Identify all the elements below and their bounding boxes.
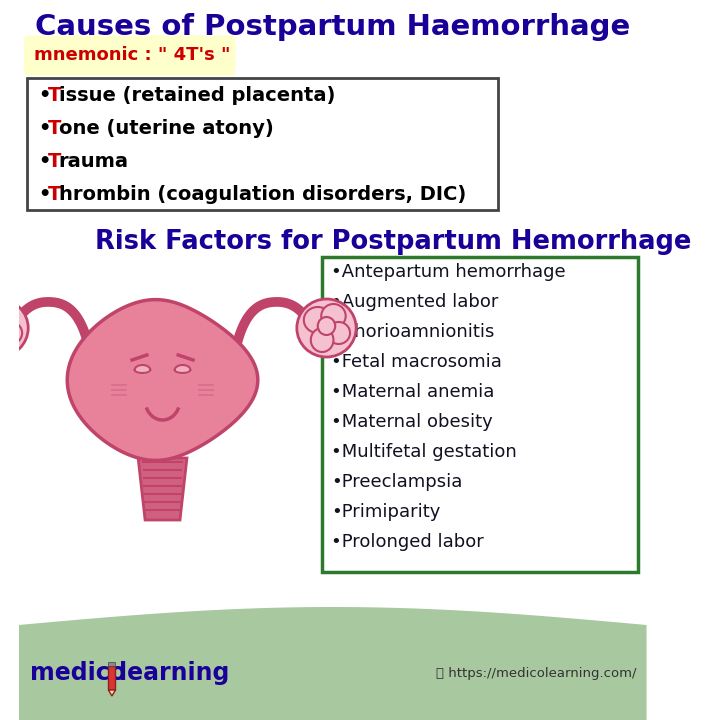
Text: •Primiparity: •Primiparity <box>331 503 440 521</box>
Ellipse shape <box>318 317 336 335</box>
Text: •: • <box>38 119 50 138</box>
Text: Risk Factors for Postpartum Hemorrhage: Risk Factors for Postpartum Hemorrhage <box>96 229 692 255</box>
Polygon shape <box>67 300 258 460</box>
FancyBboxPatch shape <box>27 78 498 210</box>
Text: •Maternal obesity: •Maternal obesity <box>331 413 492 431</box>
Text: •Multifetal gestation: •Multifetal gestation <box>331 443 516 461</box>
Ellipse shape <box>0 299 28 357</box>
Text: •Maternal anemia: •Maternal anemia <box>331 383 494 401</box>
Text: hrombin (coagulation disorders, DIC): hrombin (coagulation disorders, DIC) <box>59 184 466 204</box>
Text: T: T <box>48 184 60 204</box>
Text: rauma: rauma <box>59 151 129 171</box>
Ellipse shape <box>0 307 4 333</box>
Text: •: • <box>38 184 50 204</box>
Ellipse shape <box>311 328 333 352</box>
Ellipse shape <box>328 322 350 344</box>
Ellipse shape <box>0 317 7 335</box>
Text: ⓘ https://medicolearning.com/: ⓘ https://medicolearning.com/ <box>436 667 636 680</box>
Ellipse shape <box>321 304 346 328</box>
Polygon shape <box>138 458 187 520</box>
Text: T: T <box>48 119 60 138</box>
Text: •Fetal macrosomia: •Fetal macrosomia <box>331 353 502 371</box>
Ellipse shape <box>297 299 356 357</box>
Text: one (uterine atony): one (uterine atony) <box>59 119 274 138</box>
Text: learning: learning <box>119 661 229 685</box>
Polygon shape <box>109 666 115 690</box>
Text: issue (retained placenta): issue (retained placenta) <box>59 86 335 104</box>
Text: •Augmented labor: •Augmented labor <box>331 293 498 311</box>
Text: mnemonic : " 4T's ": mnemonic : " 4T's " <box>35 46 231 64</box>
Text: medico: medico <box>30 661 126 685</box>
Text: •: • <box>38 151 50 171</box>
Ellipse shape <box>304 307 332 333</box>
Text: •Prolonged labor: •Prolonged labor <box>331 533 484 551</box>
Text: •: • <box>38 86 50 104</box>
Ellipse shape <box>0 304 18 328</box>
Text: •Chorioamnionitis: •Chorioamnionitis <box>331 323 494 341</box>
Text: Causes of Postpartum Haemorrhage: Causes of Postpartum Haemorrhage <box>35 13 630 41</box>
Polygon shape <box>19 607 647 720</box>
Text: •Antepartum hemorrhage: •Antepartum hemorrhage <box>331 263 565 281</box>
Text: •Preeclampsia: •Preeclampsia <box>331 473 462 491</box>
Text: T: T <box>48 151 60 171</box>
Text: T: T <box>48 86 60 104</box>
FancyBboxPatch shape <box>24 36 235 75</box>
Ellipse shape <box>0 322 22 344</box>
Ellipse shape <box>0 328 6 352</box>
Polygon shape <box>109 690 115 696</box>
Polygon shape <box>109 662 115 666</box>
FancyBboxPatch shape <box>322 257 638 572</box>
